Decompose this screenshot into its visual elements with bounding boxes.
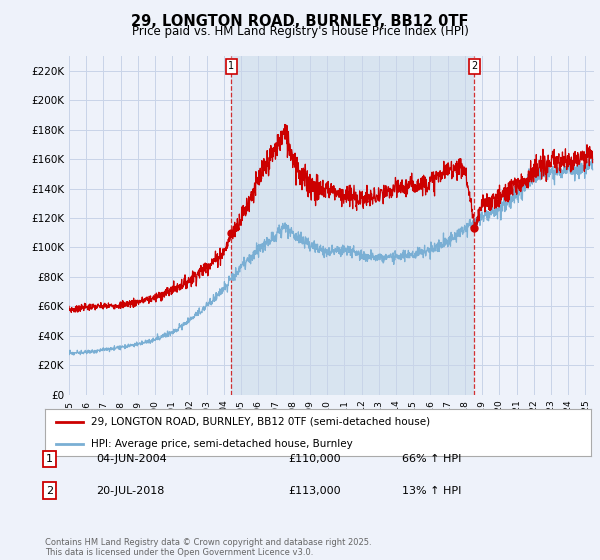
Bar xyxy=(231,56,475,395)
Text: Contains HM Land Registry data © Crown copyright and database right 2025.
This d: Contains HM Land Registry data © Crown c… xyxy=(45,538,371,557)
Text: HPI: Average price, semi-detached house, Burnley: HPI: Average price, semi-detached house,… xyxy=(91,438,353,449)
Text: £110,000: £110,000 xyxy=(288,454,341,464)
Text: 29, LONGTON ROAD, BURNLEY, BB12 0TF (semi-detached house): 29, LONGTON ROAD, BURNLEY, BB12 0TF (sem… xyxy=(91,417,431,427)
Text: 29, LONGTON ROAD, BURNLEY, BB12 0TF: 29, LONGTON ROAD, BURNLEY, BB12 0TF xyxy=(131,14,469,29)
Text: 2: 2 xyxy=(46,486,53,496)
Text: 66% ↑ HPI: 66% ↑ HPI xyxy=(402,454,461,464)
Text: £113,000: £113,000 xyxy=(288,486,341,496)
Text: 13% ↑ HPI: 13% ↑ HPI xyxy=(402,486,461,496)
Text: 2: 2 xyxy=(471,61,478,71)
Text: 20-JUL-2018: 20-JUL-2018 xyxy=(96,486,164,496)
Text: 1: 1 xyxy=(46,454,53,464)
Text: 04-JUN-2004: 04-JUN-2004 xyxy=(96,454,167,464)
Text: Price paid vs. HM Land Registry's House Price Index (HPI): Price paid vs. HM Land Registry's House … xyxy=(131,25,469,38)
Text: 1: 1 xyxy=(228,61,234,71)
